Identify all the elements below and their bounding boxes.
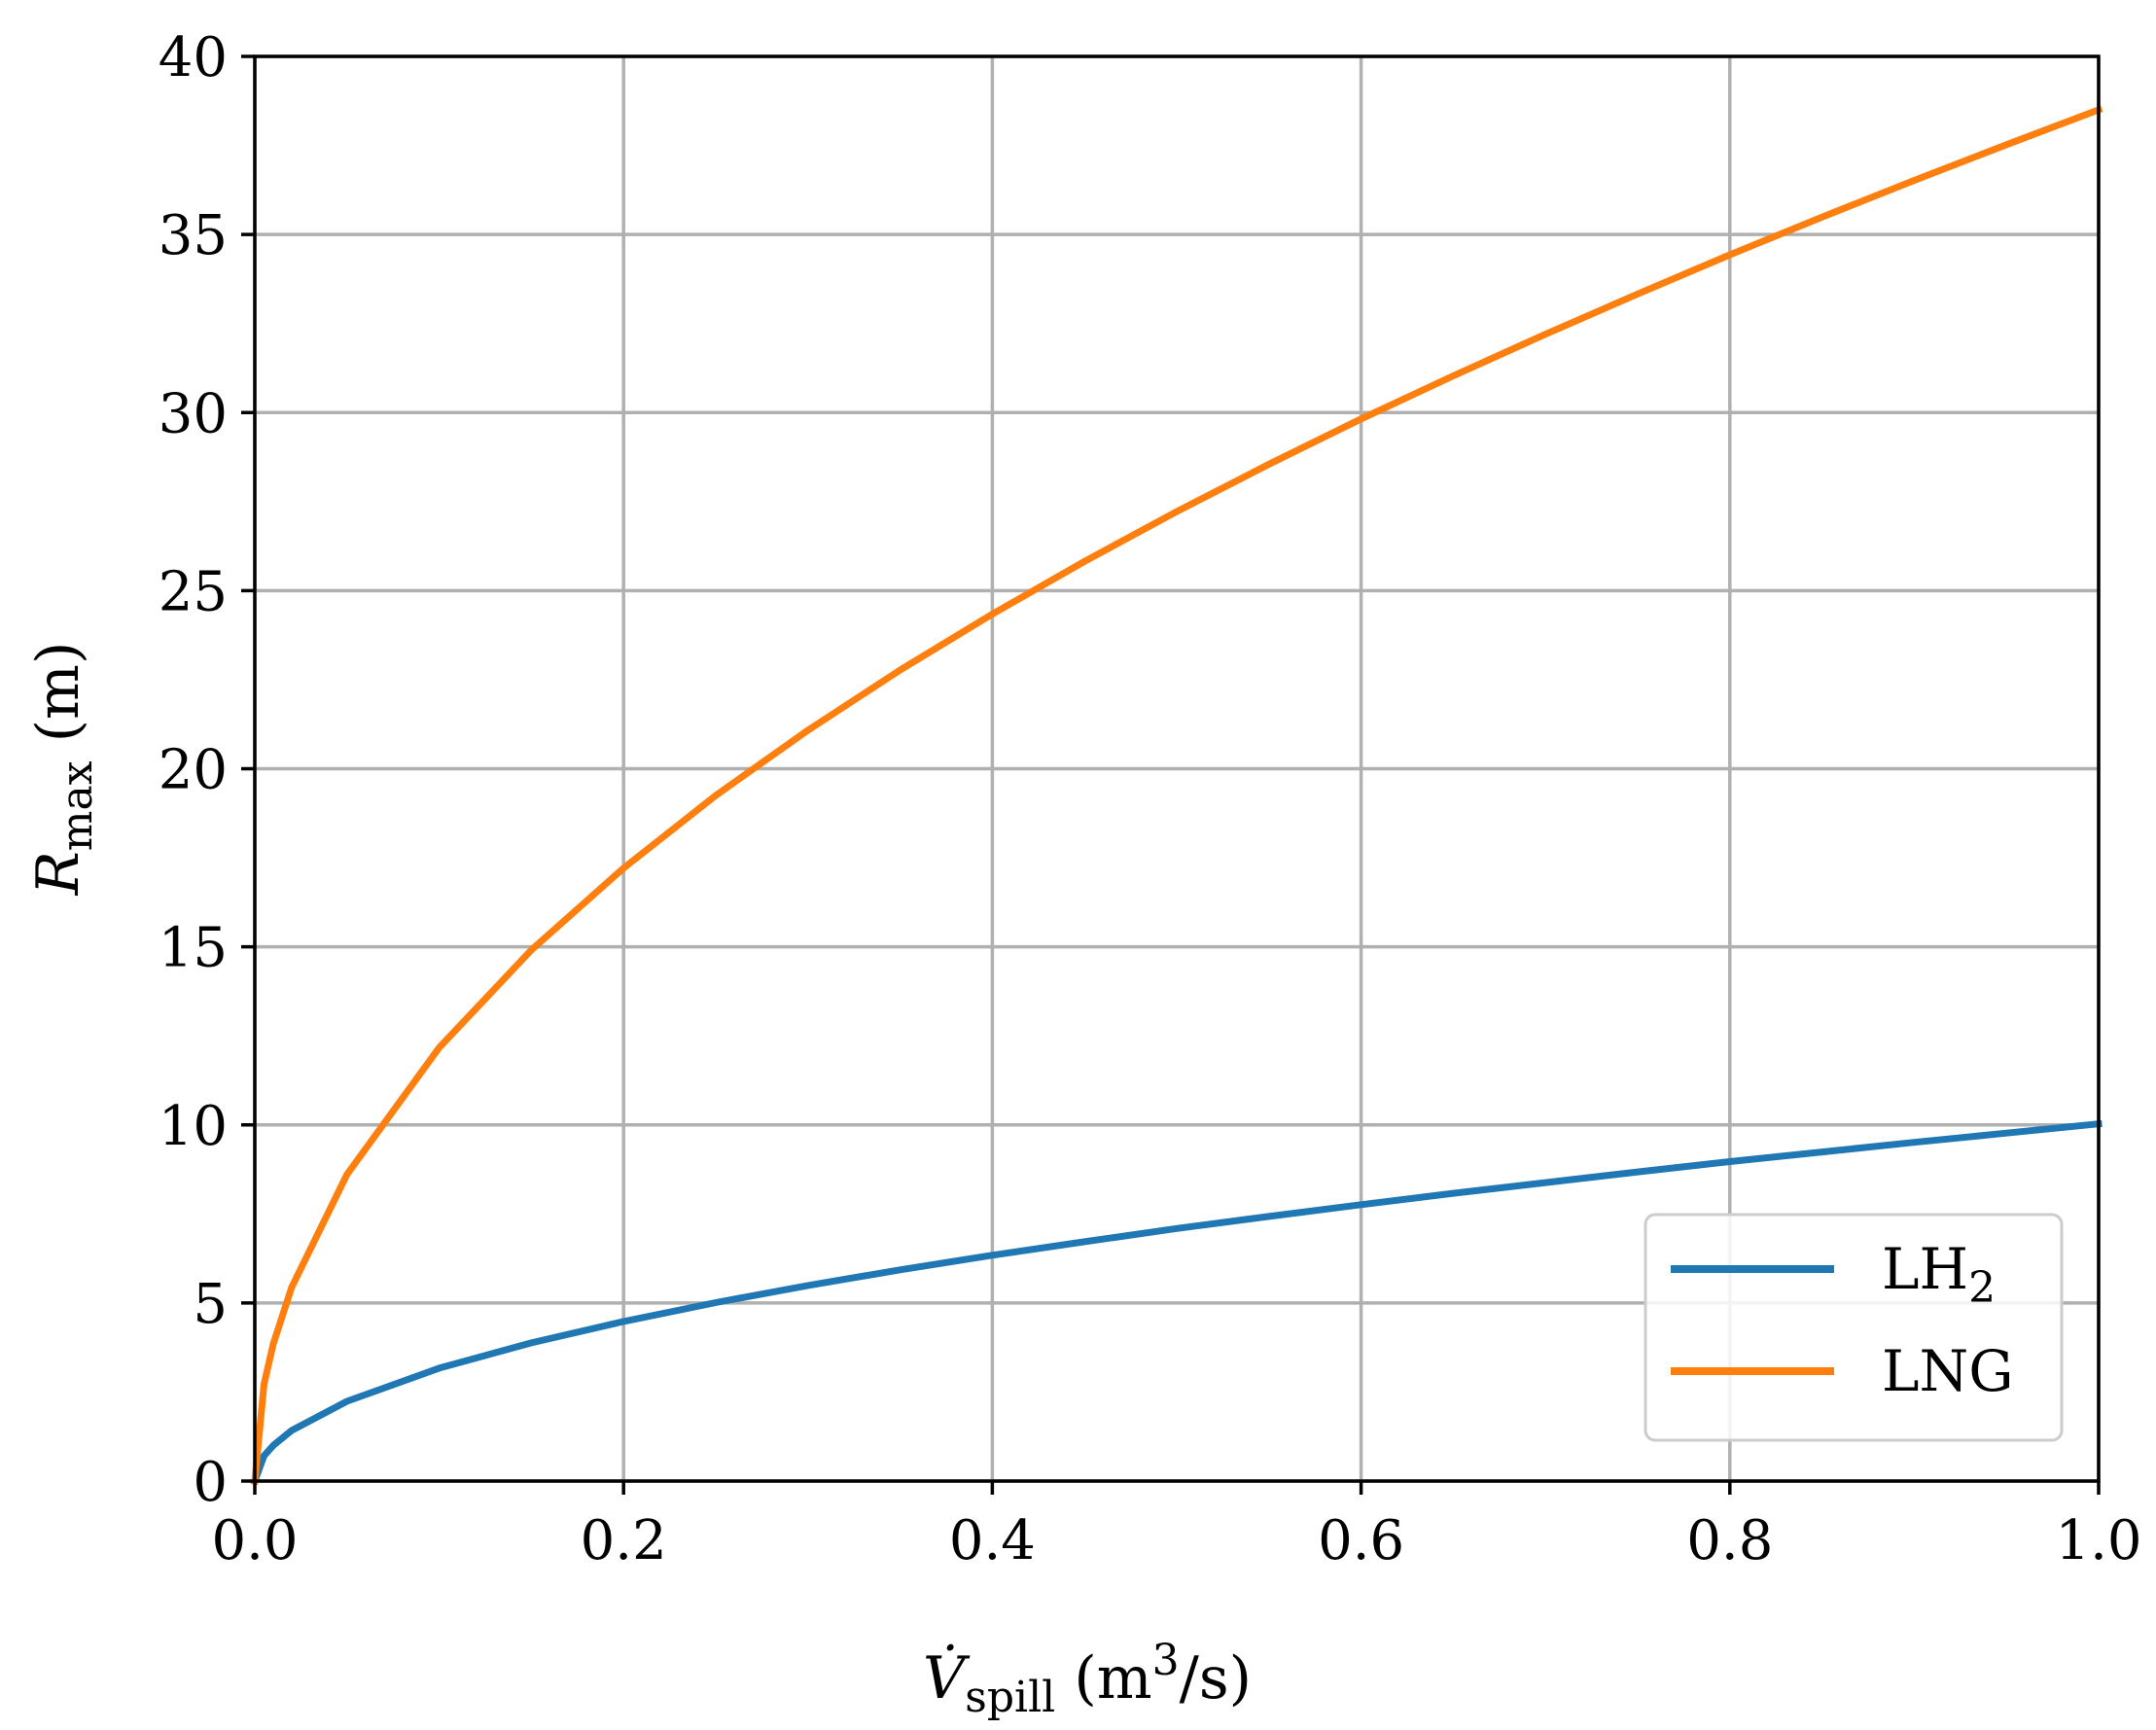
y-tick-label: 5: [193, 1273, 228, 1336]
y-tick-label: 40: [159, 26, 228, 89]
series-line-lng: [251, 105, 2103, 1485]
x-tick-label: 1.0: [2055, 1509, 2141, 1572]
x-label-units-suffix: /s): [1180, 1644, 1252, 1712]
y-tick-label: 25: [159, 560, 228, 623]
x-tick-label: 0.2: [581, 1509, 667, 1572]
y-tick-label: 20: [159, 739, 228, 802]
x-label-subscript: spill: [965, 1673, 1055, 1722]
y-tick-label: 30: [159, 382, 228, 445]
x-label-symbol: V̇: [923, 1643, 971, 1712]
x-label-units-prefix: (m: [1055, 1644, 1151, 1712]
legend-label-lng: LNG: [1882, 1338, 2014, 1404]
legend-box: [1644, 1213, 2064, 1442]
legend-label-lh2: LH2: [1882, 1236, 1996, 1313]
y-tick-label: 0: [193, 1451, 228, 1514]
x-axis-label: V̇spill (m3/s): [923, 1636, 1252, 1722]
x-tick-label: 0.6: [1318, 1509, 1404, 1572]
x-label-units-exponent: 3: [1152, 1636, 1180, 1685]
y-tick-label: 10: [159, 1095, 228, 1158]
x-tick-label: 0.8: [1686, 1509, 1773, 1572]
legend: LH2 LNG: [1644, 1213, 2064, 1442]
y-axis-label: Rmax (m): [24, 642, 102, 897]
y-tick-label: 35: [159, 204, 228, 267]
y-label-subscript: max: [53, 760, 102, 851]
x-tick-label: 0.0: [211, 1509, 298, 1572]
y-tick-label: 15: [159, 917, 228, 980]
x-tick-label: 0.4: [949, 1509, 1036, 1572]
series-line-lh2: [250, 1119, 2103, 1486]
series-group: [250, 105, 2103, 1486]
ticks: 0.0 0.2 0.4 0.6 0.8 1.0 0 5 10 15 20 25 30 35 40: [159, 26, 2142, 1572]
y-label-symbol: R: [24, 851, 92, 896]
y-label-units: (m): [24, 642, 92, 761]
